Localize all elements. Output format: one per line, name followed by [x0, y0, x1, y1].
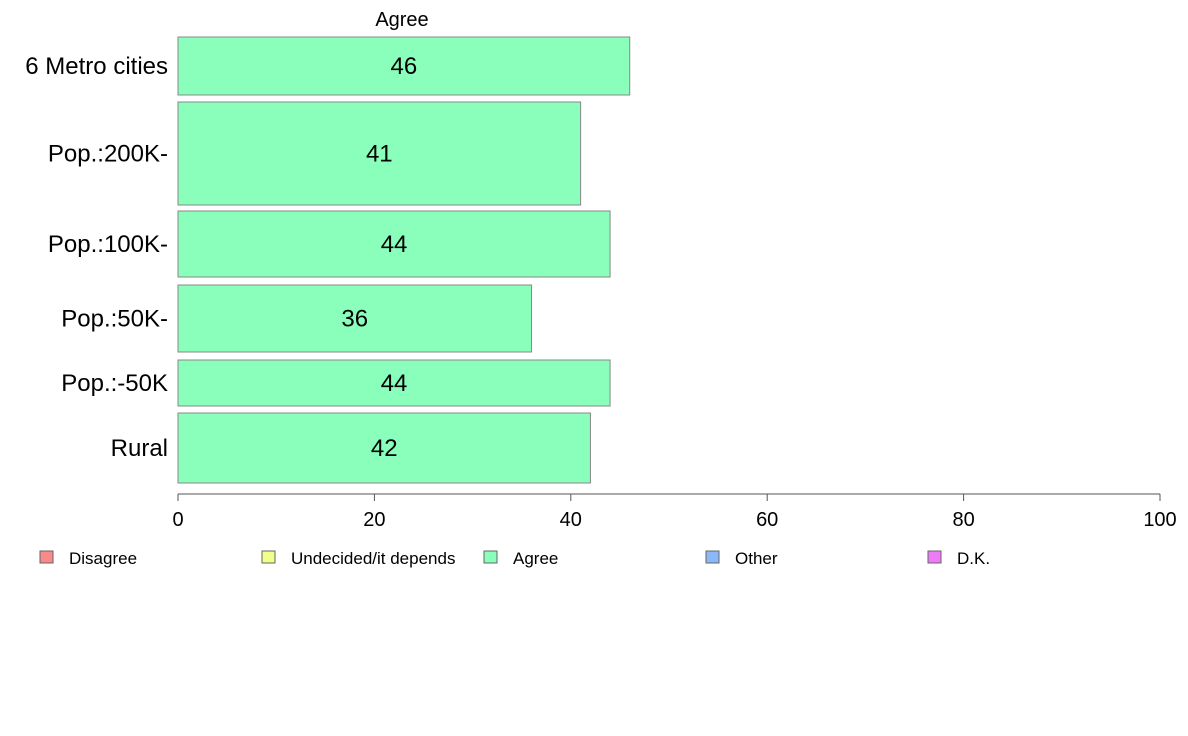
legend-label: Undecided/it depends: [291, 549, 455, 568]
bar-value-label: 36: [341, 306, 368, 333]
x-tick-label: 20: [363, 509, 385, 531]
legend-label: D.K.: [957, 549, 990, 568]
x-axis: 0 20 40 60 80 100: [172, 493, 1177, 531]
bar-value-label: 44: [381, 370, 408, 397]
category-label: Pop.:200K-: [48, 141, 168, 168]
legend-label: Disagree: [69, 549, 137, 568]
legend-swatch: [705, 550, 720, 564]
category-label: 6 Metro cities: [25, 53, 168, 80]
category-label: Pop.:50K-: [61, 306, 168, 333]
legend-label: Other: [735, 549, 778, 568]
x-tick-label: 40: [560, 509, 582, 531]
category-label: Pop.:100K-: [48, 231, 168, 258]
legend: Disagree Undecided/it depends Agree Other D.…: [39, 549, 990, 568]
bars-layer: 46 6 Metro cities 41 Pop.:200K- 44 Pop.:100K-…: [25, 36, 631, 484]
bar: [177, 284, 533, 353]
legend-swatch: [261, 550, 276, 564]
category-label: Rural: [111, 435, 168, 462]
chart-title: Agree: [375, 9, 428, 31]
x-tick-label: 80: [952, 509, 974, 531]
bar: [177, 101, 582, 206]
bar: [177, 412, 591, 484]
bar-value-label: 42: [371, 435, 398, 462]
category-label: Pop.:-50K: [61, 370, 168, 397]
bar-value-label: 44: [381, 231, 408, 258]
bar: [177, 359, 611, 407]
x-tick-label: 0: [172, 509, 183, 531]
bar: [177, 210, 611, 278]
x-tick-label: 100: [1143, 509, 1176, 531]
legend-swatch: [483, 550, 498, 564]
bar: [177, 36, 631, 96]
x-tick-label: 60: [756, 509, 778, 531]
legend-label: Agree: [513, 549, 558, 568]
bar-value-label: 46: [391, 53, 418, 80]
legend-swatch: [39, 550, 54, 564]
bar-value-label: 41: [366, 141, 393, 168]
legend-swatch: [927, 550, 942, 564]
